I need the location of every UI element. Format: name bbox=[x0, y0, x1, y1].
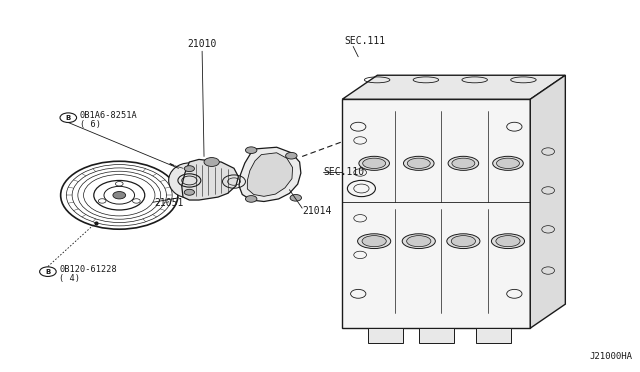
Circle shape bbox=[204, 158, 220, 166]
Ellipse shape bbox=[496, 235, 520, 247]
Ellipse shape bbox=[451, 235, 476, 247]
Text: 21010: 21010 bbox=[188, 39, 217, 49]
Polygon shape bbox=[182, 160, 239, 200]
Text: B: B bbox=[66, 115, 71, 121]
Text: SEC.111: SEC.111 bbox=[344, 36, 385, 46]
Ellipse shape bbox=[452, 158, 475, 169]
Circle shape bbox=[246, 196, 257, 202]
Text: 0B120-61228: 0B120-61228 bbox=[60, 265, 117, 274]
Ellipse shape bbox=[358, 234, 391, 248]
Text: 0B1A6-8251A: 0B1A6-8251A bbox=[80, 111, 138, 121]
Polygon shape bbox=[239, 147, 301, 202]
Circle shape bbox=[113, 192, 125, 199]
Circle shape bbox=[246, 147, 257, 154]
Ellipse shape bbox=[406, 235, 431, 247]
Circle shape bbox=[184, 189, 195, 195]
Text: 21051: 21051 bbox=[154, 198, 184, 208]
Circle shape bbox=[290, 195, 301, 201]
Ellipse shape bbox=[169, 163, 210, 198]
Ellipse shape bbox=[402, 234, 435, 248]
Text: 21014: 21014 bbox=[303, 206, 332, 216]
Polygon shape bbox=[531, 75, 565, 328]
Text: ( 6): ( 6) bbox=[80, 120, 100, 129]
Ellipse shape bbox=[448, 156, 479, 170]
Ellipse shape bbox=[407, 158, 430, 169]
Ellipse shape bbox=[403, 156, 434, 170]
Ellipse shape bbox=[497, 158, 520, 169]
Ellipse shape bbox=[359, 156, 390, 170]
Bar bbox=[476, 328, 511, 343]
Ellipse shape bbox=[447, 234, 480, 248]
Ellipse shape bbox=[362, 235, 387, 247]
Text: J21000HA: J21000HA bbox=[589, 352, 632, 361]
Ellipse shape bbox=[493, 156, 524, 170]
Bar bbox=[419, 328, 454, 343]
Bar bbox=[368, 328, 403, 343]
Text: SEC.110: SEC.110 bbox=[323, 167, 364, 177]
Circle shape bbox=[184, 166, 195, 171]
Bar bbox=[342, 99, 531, 328]
Text: B: B bbox=[45, 269, 51, 275]
Polygon shape bbox=[342, 75, 565, 99]
Text: ( 4): ( 4) bbox=[60, 274, 81, 283]
Polygon shape bbox=[247, 153, 292, 196]
Ellipse shape bbox=[363, 158, 386, 169]
Circle shape bbox=[285, 153, 297, 159]
Ellipse shape bbox=[492, 234, 525, 248]
